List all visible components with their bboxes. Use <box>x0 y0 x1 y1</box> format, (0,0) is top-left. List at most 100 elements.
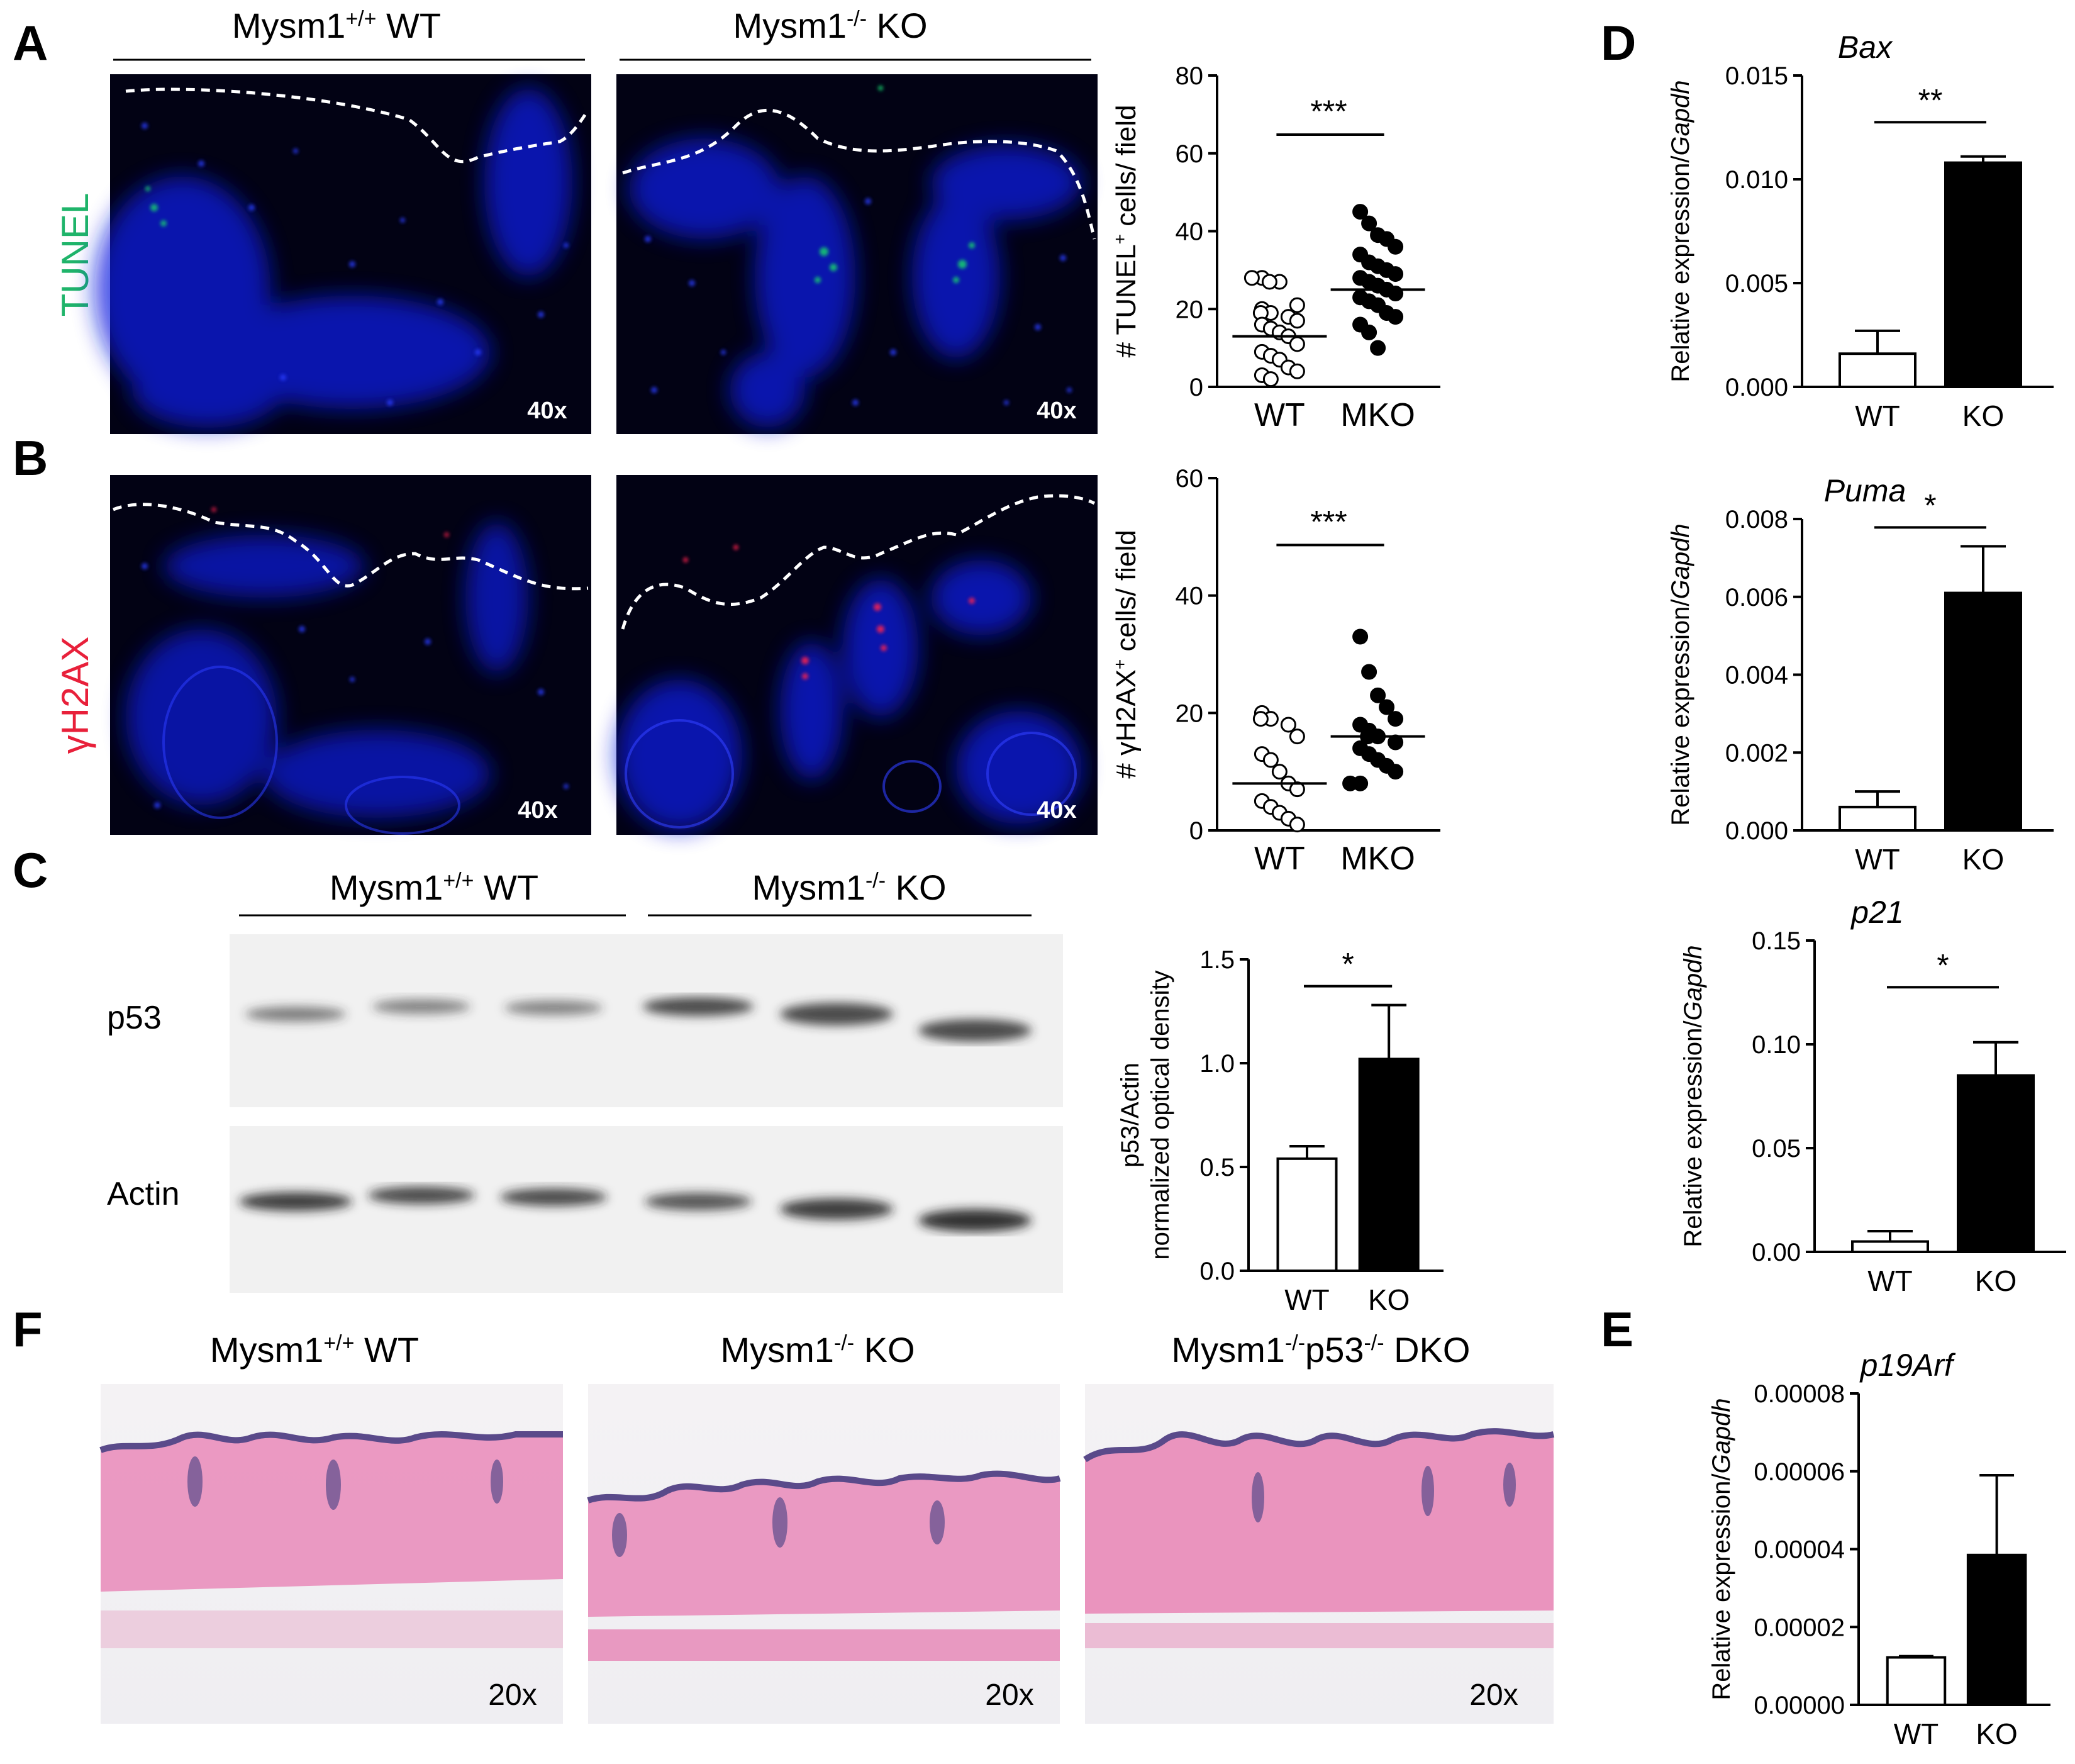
row-label-h2ax: γH2AX <box>54 637 96 754</box>
x-tick-label: WT <box>1284 1283 1330 1316</box>
f-header-ko: Mysm1-/- KO <box>720 1330 915 1370</box>
bar <box>1358 1058 1420 1273</box>
data-point <box>1361 215 1377 232</box>
y-tick-label: 0.000 <box>1725 374 1788 401</box>
blot-label-actin: Actin <box>107 1176 180 1212</box>
x-tick-label: KO <box>1976 1717 2017 1750</box>
svg-text:40x: 40x <box>518 797 557 823</box>
data-point <box>1289 363 1305 379</box>
x-tick-label: WT <box>1254 397 1305 433</box>
y-tick-label: 0.15 <box>1752 927 1801 955</box>
bar <box>1944 591 2022 832</box>
y-tick-label: 0.5 <box>1199 1154 1235 1181</box>
micrograph-tunel-ko: 40x <box>616 74 1098 434</box>
bar <box>1276 1157 1338 1273</box>
x-tick-label: MKO <box>1340 397 1415 433</box>
a-wt-header: Mysm1+/+ WT <box>232 6 441 45</box>
panel-letter-e: E <box>1601 1302 1633 1357</box>
x-tick-label: KO <box>1962 843 2004 876</box>
c-wt-header: Mysm1+/+ WT <box>330 868 538 907</box>
y-tick-label: 20 <box>1176 296 1204 323</box>
significance-label: ** <box>1918 82 1943 118</box>
y-tick-label: 1.5 <box>1199 946 1235 974</box>
bar <box>1957 1074 2035 1253</box>
y-axis-label: p53/Actin <box>1116 1063 1144 1168</box>
y-axis-label: normalized optical density <box>1147 970 1174 1259</box>
data-point <box>1388 238 1404 255</box>
x-tick-label: WT <box>1867 1264 1913 1297</box>
data-point <box>1379 699 1395 715</box>
y-tick-label: 0.010 <box>1725 166 1788 194</box>
svg-text:40x: 40x <box>1037 398 1076 424</box>
data-point <box>1252 711 1269 727</box>
y-tick-label: 60 <box>1176 465 1204 493</box>
y-tick-label: 40 <box>1176 218 1204 246</box>
panel-letter-d: D <box>1601 15 1636 70</box>
y-tick-label: 20 <box>1176 700 1204 727</box>
chart-puma-bar: 0.000 0.002 0.004 0.006 0.008 WT KO Puma Relativ… <box>1667 473 2054 876</box>
y-tick-label: 0.006 <box>1725 584 1788 611</box>
chart-h2ax-scatter: 0 20 40 60 WT MKO # γH2AX+ cells/ field *** <box>1110 465 1440 877</box>
bar <box>1886 1656 1947 1706</box>
y-tick-label: 0.00002 <box>1754 1614 1845 1641</box>
data-point <box>1262 371 1279 388</box>
chart-tunel-scatter: 0 20 40 60 80 WT MKO # TUNEL+ cells/ field *** <box>1110 62 1440 433</box>
row-label-tunel: TUNEL <box>54 193 96 317</box>
chart-p53-bar: 0.0 0.5 1.0 1.5 WT KO p53/Actin normalized opti… <box>1116 946 1444 1316</box>
y-tick-label: 0.10 <box>1752 1031 1801 1059</box>
data-point <box>1388 266 1404 282</box>
data-point <box>1289 313 1305 329</box>
y-tick-label: 0.004 <box>1725 662 1788 689</box>
chart-p19arf-bar: 0.00000 0.00002 0.00004 0.00006 0.00008 WT KO p… <box>1708 1348 2050 1750</box>
x-tick-label: KO <box>1975 1264 2017 1297</box>
x-tick-label: WT <box>1894 1717 1939 1750</box>
bar <box>1966 1553 2027 1706</box>
chart-title: p19Arf <box>1859 1348 1956 1383</box>
y-axis-label: Relative expression/Gapdh <box>1679 945 1707 1247</box>
bar <box>1839 352 1916 389</box>
data-point <box>1361 324 1377 340</box>
data-point <box>1388 309 1404 325</box>
he-micrograph-ko: 20x <box>587 1384 1061 1724</box>
panel-letter-a: A <box>13 15 48 70</box>
y-tick-label: 0.05 <box>1752 1135 1801 1163</box>
data-point <box>1352 204 1369 220</box>
svg-text:20x: 20x <box>985 1678 1033 1712</box>
y-tick-label: 0.00004 <box>1754 1536 1845 1564</box>
svg-text:20x: 20x <box>488 1678 537 1712</box>
data-point <box>1388 711 1404 727</box>
data-point <box>1342 775 1359 791</box>
c-ko-header: Mysm1-/- KO <box>752 868 946 907</box>
chart-title: Bax <box>1838 30 1893 65</box>
bar <box>1851 1240 1929 1253</box>
he-micrograph-dko: 20x <box>1083 1384 1555 1724</box>
svg-text:40x: 40x <box>527 398 567 424</box>
data-point <box>1388 764 1404 780</box>
y-tick-label: 40 <box>1176 583 1204 610</box>
data-point <box>1261 274 1277 290</box>
y-tick-label: 0.005 <box>1725 270 1788 298</box>
chart-bax-bar: 0.000 0.005 0.010 0.015 WT KO Bax Relative expr… <box>1667 30 2054 432</box>
blot-actin <box>230 1126 1063 1293</box>
x-tick-label: KO <box>1368 1283 1410 1316</box>
data-point <box>1352 628 1369 645</box>
x-tick-label: MKO <box>1340 840 1415 877</box>
y-tick-label: 0 <box>1189 817 1203 845</box>
y-tick-label: 0.000 <box>1725 817 1788 845</box>
y-tick-label: 1.0 <box>1199 1050 1235 1078</box>
f-header-dko: Mysm1-/-p53-/- DKO <box>1172 1330 1471 1370</box>
y-tick-label: 0.00006 <box>1754 1458 1845 1486</box>
x-tick-label: WT <box>1254 840 1305 877</box>
y-tick-label: 0.015 <box>1725 62 1788 90</box>
y-tick-label: 0.00008 <box>1754 1380 1845 1408</box>
y-axis-label: Relative expression/Gapdh <box>1667 523 1694 825</box>
significance-label: * <box>1937 947 1949 983</box>
x-tick-label: WT <box>1855 399 1900 432</box>
data-point <box>1280 717 1296 733</box>
x-tick-label: WT <box>1855 843 1900 876</box>
data-point <box>1370 340 1386 356</box>
data-point <box>1289 728 1305 745</box>
f-header-wt: Mysm1+/+ WT <box>210 1330 419 1370</box>
y-tick-label: 0.00000 <box>1754 1692 1845 1719</box>
